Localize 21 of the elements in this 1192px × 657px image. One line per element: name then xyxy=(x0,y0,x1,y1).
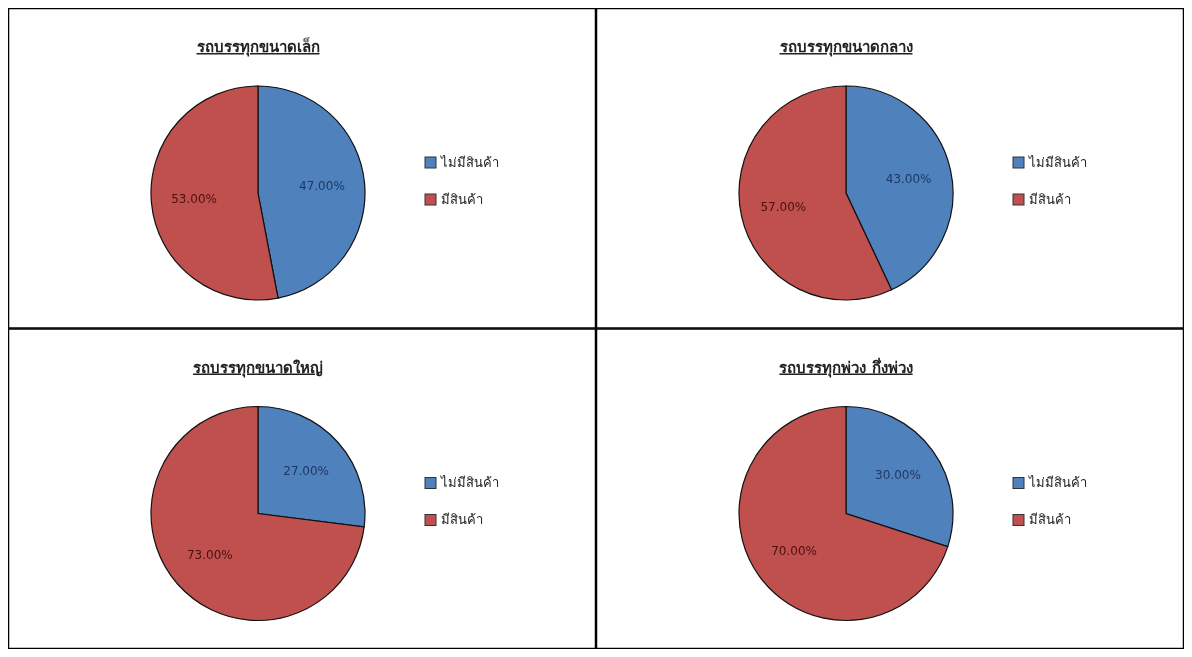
legend-label: ไม่มีสินค้า xyxy=(1028,475,1087,490)
chart-title: รถบรรทุกขนาดใหญ่ xyxy=(193,358,323,378)
data-label: 70.00% xyxy=(771,543,817,558)
data-label: 73.00% xyxy=(186,548,233,563)
data-label: 57.00% xyxy=(760,199,807,214)
legend-label: ไม่มีสินค้า xyxy=(1028,154,1087,170)
legend-label: มีสินค้า xyxy=(1029,191,1071,207)
legend-label: มีสินค้า xyxy=(1029,512,1071,527)
pie-slice xyxy=(150,405,365,621)
chart-title: รถบรรทุกขนาดกลาง xyxy=(779,38,913,57)
data-label: 27.00% xyxy=(283,463,330,478)
legend-label: ไม่มีสินค้า xyxy=(440,475,499,490)
data-label: 53.00% xyxy=(171,191,217,206)
legend-label: มีสินค้า xyxy=(441,512,483,527)
data-label: 30.00% xyxy=(875,468,921,483)
data-label: 47.00% xyxy=(299,179,345,194)
chart-title: รถบรรทุกขนาดเล็ก xyxy=(196,37,320,57)
chart-title: รถบรรทุกพ่วง กึ่งพ่วง xyxy=(779,356,913,378)
legend-label: มีสินค้า xyxy=(441,191,483,207)
legend-label: ไม่มีสินค้า xyxy=(440,154,499,170)
data-label: 43.00% xyxy=(885,171,932,186)
